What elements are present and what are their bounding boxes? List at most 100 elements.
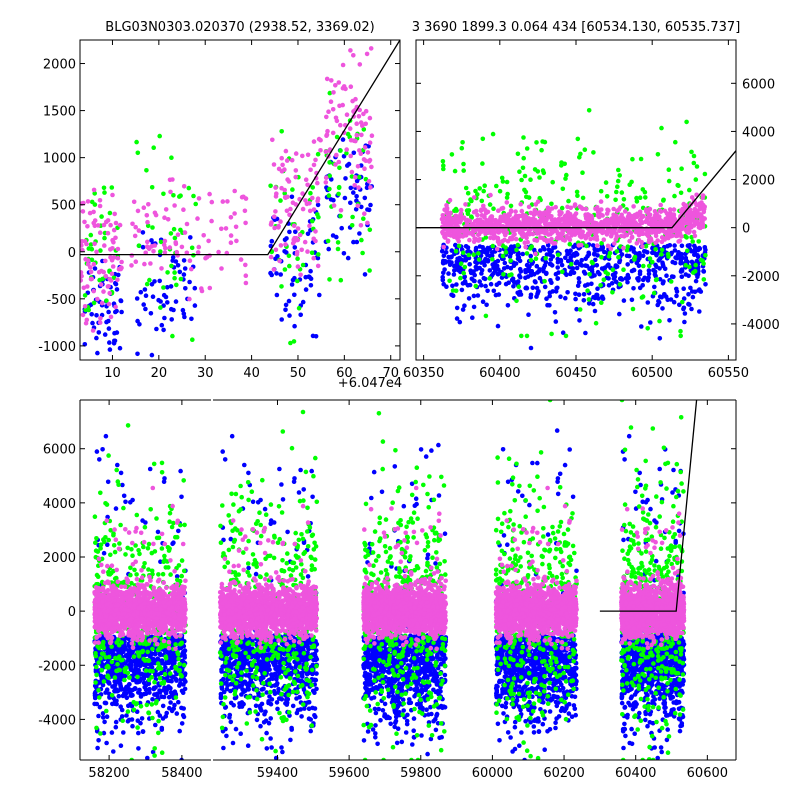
data-point: [102, 700, 108, 706]
data-point: [112, 338, 117, 344]
data-point: [191, 253, 196, 258]
data-point: [585, 288, 590, 294]
data-point: [129, 580, 134, 586]
data-point: [657, 336, 663, 341]
y-tick-label: -1000: [38, 340, 76, 355]
data-point: [300, 153, 305, 159]
data-point: [162, 238, 168, 244]
data-point: [179, 640, 184, 646]
data-point: [535, 231, 540, 236]
data-point: [345, 163, 350, 168]
data-point: [520, 221, 525, 226]
data-point: [207, 285, 213, 291]
data-point: [82, 239, 88, 244]
data-point: [317, 292, 322, 298]
data-point: [504, 200, 510, 205]
data-point: [520, 233, 525, 238]
data-point: [692, 243, 697, 249]
data-point: [512, 232, 517, 237]
data-point: [619, 213, 624, 219]
data-point: [334, 234, 339, 240]
data-point: [305, 231, 311, 237]
data-point: [80, 270, 84, 275]
data-point: [159, 750, 165, 755]
data-point: [656, 258, 661, 263]
data-point: [182, 314, 187, 320]
data-point: [149, 185, 155, 190]
data-point: [158, 559, 163, 564]
data-point: [168, 572, 173, 577]
data-point: [368, 185, 373, 190]
data-point: [177, 578, 183, 584]
data-point: [172, 203, 177, 208]
data-point: [353, 138, 358, 144]
data-point: [652, 209, 658, 214]
data-point: [521, 155, 526, 161]
data-point: [362, 211, 367, 216]
data-point: [592, 273, 597, 278]
data-point: [360, 250, 365, 256]
data-point: [510, 236, 515, 242]
data-point: [338, 208, 344, 213]
data-point: [574, 265, 580, 271]
data-point: [574, 306, 579, 312]
data-point: [616, 216, 621, 222]
data-point: [477, 279, 483, 284]
data-point: [698, 257, 704, 263]
data-point: [159, 460, 165, 466]
data-point: [630, 306, 636, 312]
data-point: [146, 710, 152, 716]
data-point: [172, 702, 177, 708]
data-point: [180, 307, 186, 313]
data-point: [165, 300, 170, 305]
data-point: [555, 265, 560, 270]
data-point: [106, 318, 111, 324]
data-point: [470, 315, 475, 321]
data-point: [162, 315, 167, 321]
data-point: [659, 235, 665, 240]
data-point: [497, 228, 502, 234]
data-point: [106, 453, 111, 458]
data-point: [172, 270, 177, 275]
data-point: [286, 253, 292, 259]
data-point: [99, 642, 105, 648]
data-point: [82, 304, 88, 309]
data-point: [305, 152, 311, 158]
data-point: [614, 249, 620, 254]
data-point: [179, 705, 184, 711]
data-point: [638, 218, 644, 224]
data-point: [118, 743, 124, 748]
data-point: [93, 680, 98, 685]
data-point: [473, 259, 478, 265]
data-point: [114, 688, 120, 694]
data-point: [110, 264, 116, 269]
data-point: [228, 240, 234, 245]
data-point: [640, 231, 646, 236]
data-point: [356, 185, 361, 190]
data-point: [454, 305, 460, 311]
data-point: [136, 746, 141, 751]
data-point: [469, 198, 474, 204]
data-point: [570, 221, 575, 227]
data-point: [119, 580, 124, 586]
data-point: [100, 711, 106, 716]
data-point: [452, 230, 457, 235]
data-point: [475, 293, 481, 298]
y-tick-label: 4000: [742, 125, 775, 140]
data-point: [89, 199, 95, 205]
data-point: [495, 323, 501, 329]
data-point: [146, 202, 151, 207]
data-point: [171, 226, 177, 232]
data-point: [585, 216, 591, 222]
data-point: [653, 246, 658, 252]
data-point: [165, 270, 170, 275]
data-point: [141, 544, 146, 550]
data-point: [553, 271, 559, 277]
data-point: [269, 272, 275, 278]
data-point: [143, 306, 148, 312]
data-point: [631, 249, 637, 254]
data-point: [639, 295, 645, 300]
data-point: [287, 212, 292, 218]
data-point: [459, 145, 465, 151]
data-point: [475, 192, 480, 197]
